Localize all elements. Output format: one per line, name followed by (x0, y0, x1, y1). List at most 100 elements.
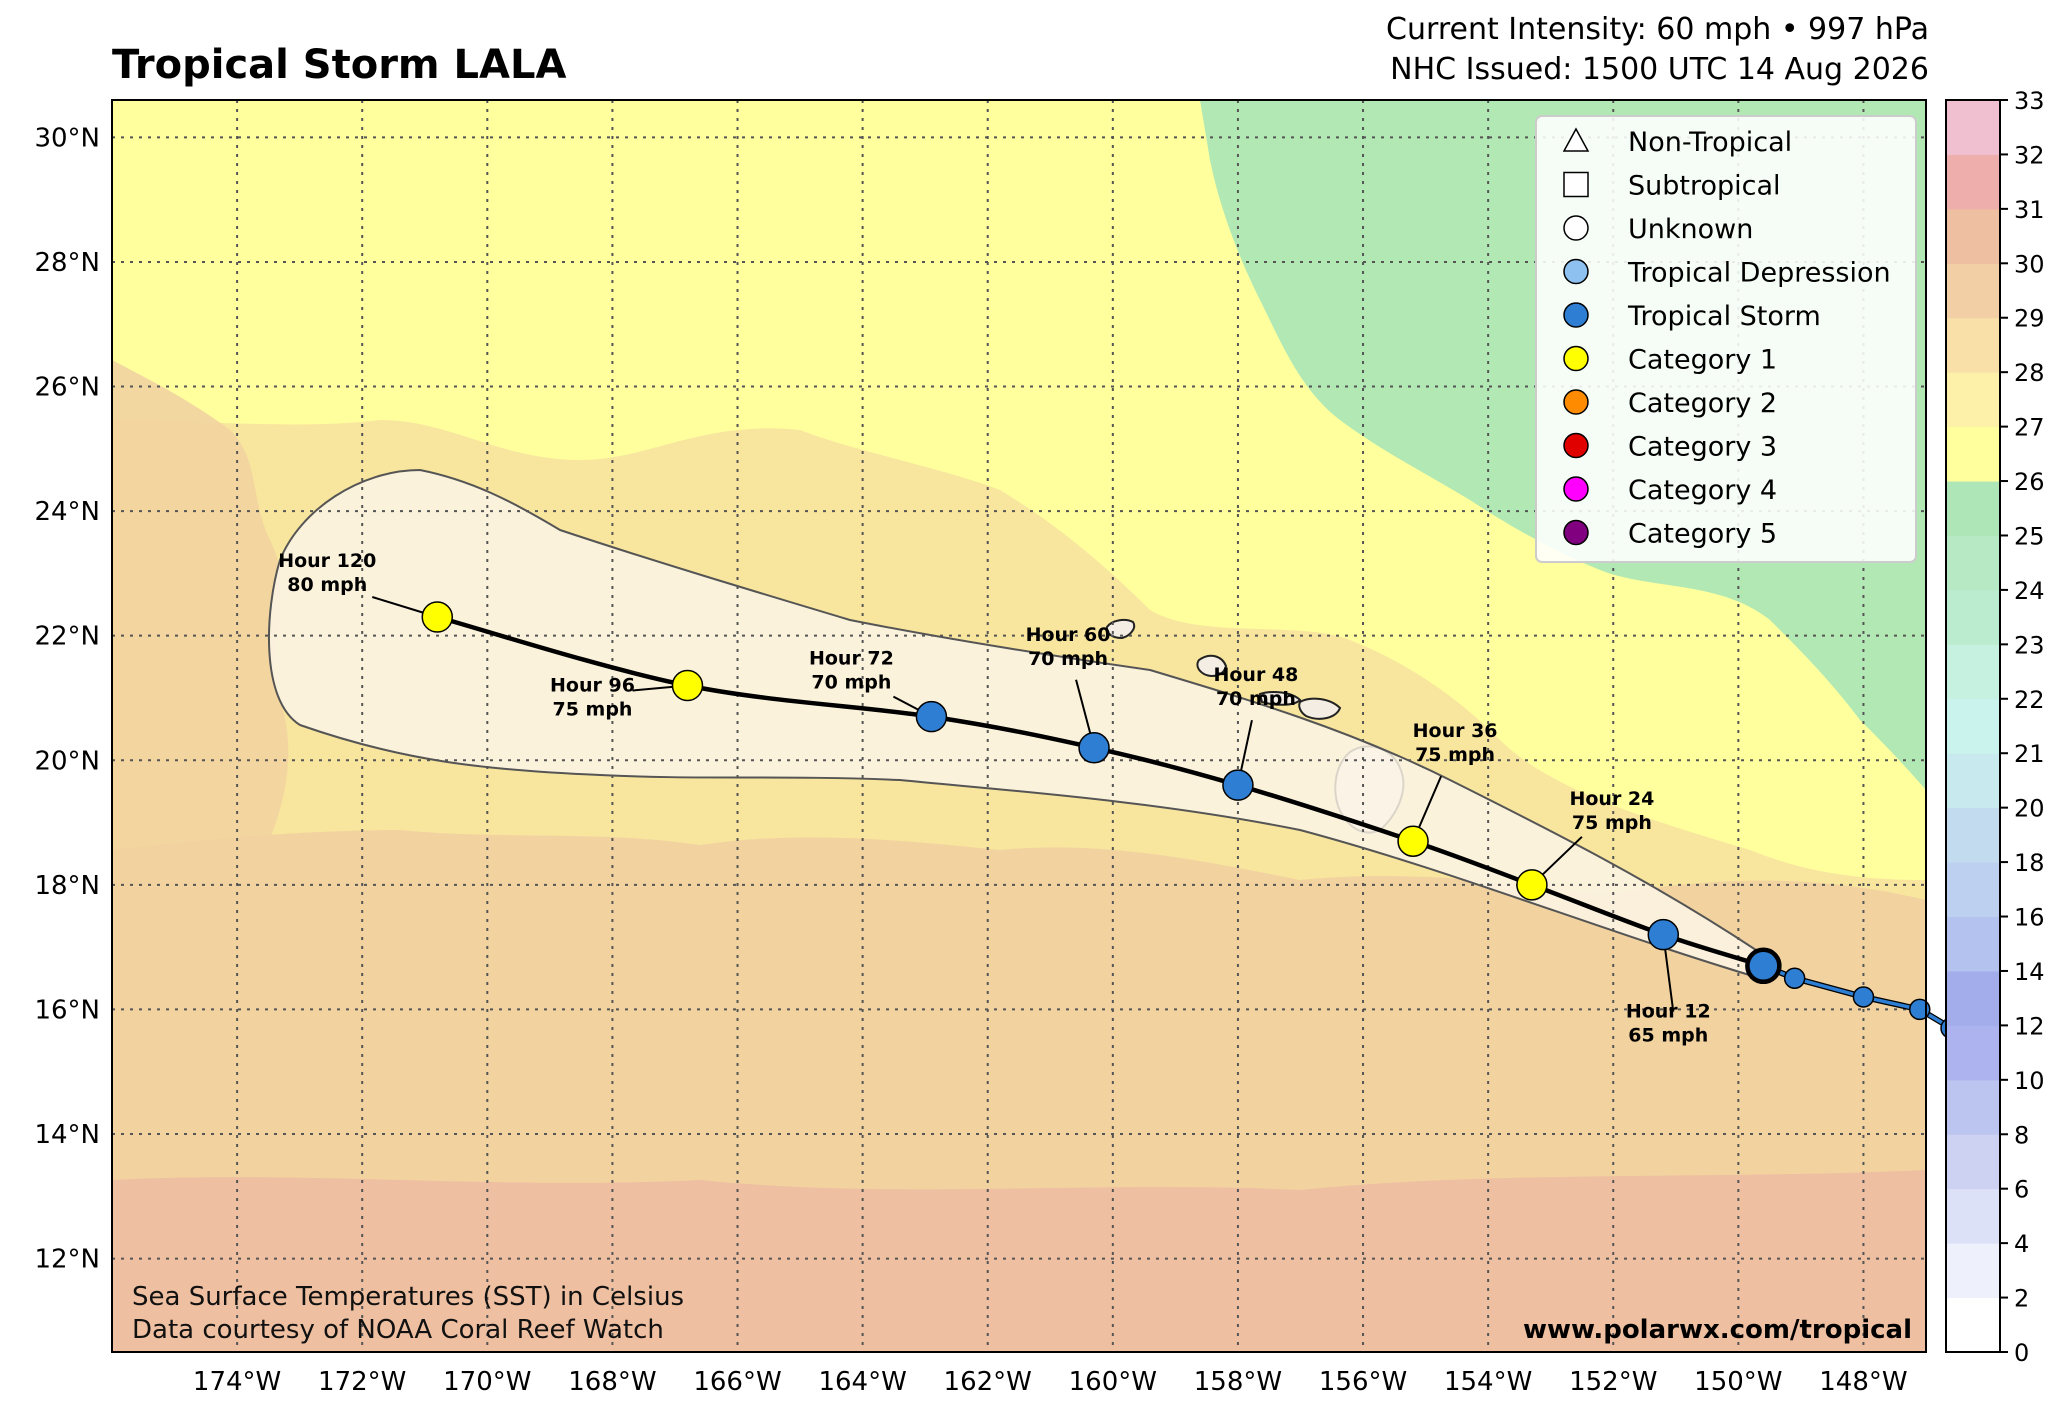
forecast-wind-label: 70 mph (1028, 648, 1108, 670)
colorbar-tick-label: 12 (2014, 1012, 2045, 1040)
legend-label: Unknown (1628, 214, 1753, 245)
molokai-island (1258, 691, 1302, 706)
lat-tick-label: 14°N (34, 1120, 100, 1150)
colorbar-segment (1946, 426, 2000, 482)
lon-tick-label: 174°W (193, 1367, 281, 1397)
lat-tick-label: 22°N (34, 622, 100, 652)
axis-ticks: 174°W 172°W 170°W 168°W 166°W 164°W 162°W 160°W… (34, 123, 1907, 1397)
colorbar-segment (1946, 589, 2000, 645)
forecast-hour-label: Hour 12 (1626, 1001, 1711, 1023)
colorbar-segment (1946, 1243, 2000, 1299)
colorbar-tick-label: 31 (2014, 196, 2045, 224)
legend-symbol-category-4 (1563, 476, 1589, 502)
colorbar-segment (1946, 535, 2000, 591)
colorbar-tick-label: 27 (2014, 414, 2045, 442)
forecast-wind-label: 80 mph (287, 574, 367, 596)
lon-tick-label: 170°W (443, 1367, 531, 1397)
colorbar-tick-label: 32 (2014, 141, 2045, 169)
colorbar-tick-label: 23 (2014, 631, 2045, 659)
lat-tick-label: 18°N (34, 871, 100, 901)
oahu-island (1196, 654, 1228, 677)
colorbar-segment (1946, 100, 2000, 155)
lon-tick-label: 152°W (1569, 1367, 1657, 1397)
website-link[interactable]: www.polarwx.com/tropical (1523, 1315, 1912, 1345)
forecast-hour-label: Hour 60 (1026, 624, 1111, 646)
colorbar-tick-label: 29 (2014, 305, 2045, 333)
colorbar-tick-label: 20 (2014, 795, 2045, 823)
forecast-point (671, 669, 704, 702)
colorbar-segment (1946, 263, 2000, 319)
forecast-cone (267, 468, 1757, 979)
colorbar-tick-label: 21 (2014, 740, 2045, 768)
forecast-hour-label: Hour 72 (809, 648, 894, 670)
current-intensity-text: Current Intensity: 60 mph • 997 hPa (1386, 12, 1929, 47)
colorbar-tick-label: 30 (2014, 250, 2045, 278)
colorbar-tick-label: 22 (2014, 686, 2045, 714)
colorbar-segment (1946, 481, 2000, 536)
colorbar-segment (1946, 644, 2000, 700)
legend-symbol-unknown (1563, 215, 1589, 241)
legend-symbol-category-5 (1563, 519, 1589, 546)
legend-label: Category 3 (1628, 432, 1777, 463)
credit-line-2: Data courtesy of NOAA Coral Reef Watch (132, 1315, 664, 1345)
lat-tick-label: 26°N (34, 373, 100, 403)
legend-label: Category 1 (1628, 345, 1777, 376)
legend-symbol-tropical-storm (1563, 302, 1589, 328)
nhc-issued-text: NHC Issued: 1500 UTC 14 Aug 2026 (1390, 52, 1929, 87)
sst-29-layer (112, 1170, 1926, 1352)
colorbar-segment (1946, 1297, 2000, 1353)
lon-tick-label: 164°W (818, 1367, 906, 1397)
legend-label: Category 2 (1628, 388, 1777, 419)
forecast-wind-label: 75 mph (1415, 744, 1495, 766)
forecast-point (1222, 769, 1254, 801)
lon-tick-label: 148°W (1819, 1367, 1907, 1397)
lon-tick-label: 162°W (944, 1367, 1032, 1397)
forecast-point (1397, 825, 1429, 857)
colorbar-tick-label: 2 (2014, 1285, 2029, 1313)
forecast-wind-label: 75 mph (1572, 812, 1652, 834)
legend-box (1535, 115, 1917, 563)
forecast-point (915, 700, 948, 733)
forecast-point (1078, 732, 1110, 764)
colorbar-segment (1946, 753, 2000, 809)
forecast-point (1516, 869, 1548, 901)
forecast-wind-label: 70 mph (811, 672, 891, 694)
sst-warm-west-layer (112, 360, 289, 860)
colorbar-segment (1946, 317, 2000, 373)
colorbar-tick-label: 4 (2014, 1230, 2029, 1258)
colorbar-tick-label: 0 (2014, 1339, 2029, 1367)
maui-island (1298, 697, 1342, 720)
lat-tick-label: 12°N (34, 1245, 100, 1275)
forecast-hour-label: Hour 24 (1569, 788, 1654, 810)
credit-line-1: Sea Surface Temperatures (SST) in Celsiu… (132, 1282, 684, 1312)
forecast-hour-label: Hour 48 (1213, 664, 1298, 686)
legend-symbol-subtropical (1563, 171, 1589, 198)
lon-tick-label: 158°W (1194, 1367, 1282, 1397)
colorbar-tick-label: 25 (2014, 522, 2045, 550)
forecast-point (1647, 918, 1680, 951)
colorbar-segment (1946, 208, 2000, 264)
colorbar-tick-label: 8 (2014, 1121, 2029, 1149)
colorbar-segment (1946, 372, 2000, 428)
colorbar-tick-label: 33 (2014, 87, 2045, 115)
lon-tick-label: 150°W (1694, 1367, 1782, 1397)
colorbar-segment (1946, 698, 2000, 754)
legend-label: Category 5 (1628, 519, 1777, 550)
legend-label: Category 4 (1628, 475, 1777, 506)
colorbar-segment (1946, 1188, 2000, 1244)
lon-tick-label: 156°W (1319, 1367, 1407, 1397)
legend-label: Subtropical (1628, 171, 1781, 202)
forecast-hour-label: Hour 36 (1413, 720, 1498, 742)
colorbar-tick-label: 10 (2014, 1067, 2045, 1095)
legend: Non-Tropical Subtropical Unknown Tropical D… (1535, 115, 1917, 563)
legend-symbol-category-1 (1563, 345, 1589, 372)
legend-symbol-non-tropical (1562, 127, 1590, 152)
lat-tick-label: 28°N (34, 248, 100, 278)
legend-label: Non-Tropical (1628, 127, 1792, 158)
colorbar-tick-label: 16 (2014, 904, 2045, 932)
lon-tick-label: 172°W (318, 1367, 406, 1397)
forecast-point (421, 601, 454, 633)
legend-label: Tropical Storm (1627, 301, 1821, 332)
